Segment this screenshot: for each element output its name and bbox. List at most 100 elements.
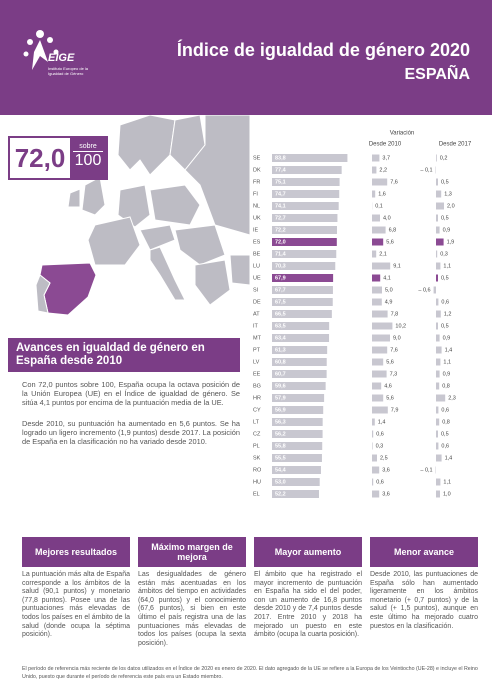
country: LV [253,359,260,365]
change-bar [436,490,440,498]
bar [272,154,348,162]
bar [272,166,342,174]
footer: El período de referencia más reciente de… [22,666,478,680]
country: IT [253,323,259,329]
country: AT [253,311,260,317]
value-label: 72,7 [275,215,286,221]
change-bar [436,358,441,366]
change-label: 2,2 [379,167,387,173]
bar [272,202,339,210]
country: MT [253,335,262,341]
country: NL [253,203,260,209]
change-bar [372,262,391,270]
change-label: 10,2 [395,323,406,329]
column-text: Las desigualdades de género están más ac… [138,571,246,647]
bar [272,310,332,318]
bar [272,226,337,234]
change-label: 9,0 [393,335,401,341]
bar [272,358,327,366]
country: RO [253,467,262,473]
value-label: 53,0 [275,479,286,485]
change-bar [436,250,438,258]
bar [272,274,334,282]
change-bar [436,238,444,246]
change-label: 1,4 [445,455,453,461]
score-value: 72,0 [14,143,66,173]
change-bar [372,334,390,342]
country: EE [253,371,261,377]
value-label: 70,3 [275,263,286,269]
change-label: 1,9 [447,239,455,245]
change-label: – 0,1 [420,467,432,473]
change-label: 4,0 [383,215,391,221]
change-bar [372,322,393,330]
value-label: 54,4 [275,467,287,473]
change-bar [372,370,387,378]
value-label: 74,1 [275,203,286,209]
country: BE [253,251,261,257]
column-title: Menor avance [370,537,478,567]
intro-title: Avances en igualdad de género en España … [8,338,240,372]
change-label: – 0,1 [420,167,432,173]
change-label: 0,8 [442,419,450,425]
value-label: 55,8 [275,443,286,449]
change-label: 4,6 [384,383,392,389]
score-box: 72,0 sobre 100 [8,136,108,180]
change-bar [372,178,388,186]
change-bar [436,154,437,162]
change-bar [372,238,384,246]
change-label: 7,3 [390,371,398,377]
change-bar [372,406,388,414]
value-label: 74,7 [275,191,286,197]
change-label: 0,6 [441,443,449,449]
bar [272,370,327,378]
change-label: 3,7 [382,155,390,161]
country: DK [253,167,261,173]
change-bar [372,382,382,390]
country: SK [253,455,261,461]
change-label: 4,1 [383,275,391,281]
bar [272,418,323,426]
change-label: 0,5 [441,215,449,221]
change-bar [436,406,439,414]
column-text: El ámbito que ha registrado el mayor inc… [254,571,362,639]
value-label: 72,0 [275,239,286,245]
column-heading: Desde 2017 [439,142,472,148]
change-bar [436,478,441,486]
change-label: 4,9 [385,299,393,305]
change-label: 5,6 [386,359,394,365]
change-label: 3,6 [382,467,390,473]
value-label: 56,3 [275,419,286,425]
value-label: 63,5 [275,323,286,329]
change-label: 6,8 [389,227,397,233]
value-label: 67,9 [275,275,286,281]
change-bar [372,418,375,426]
change-label: 0,6 [441,299,449,305]
change-bar [436,418,440,426]
value-label: 56,9 [275,407,286,413]
change-bar [372,442,373,450]
change-label: 0,9 [443,371,451,377]
change-bar [372,478,374,486]
change-bar [372,298,382,306]
column-title: Mayor aumento [254,537,362,567]
bar [272,430,323,438]
change-label: 0,5 [441,323,449,329]
value-label: 55,5 [275,455,286,461]
value-label: 67,5 [275,299,286,305]
bar [272,238,337,246]
value-label: 83,8 [275,155,286,161]
spain [39,262,97,316]
bar [272,478,320,486]
bar [272,322,330,330]
change-bar [372,310,388,318]
change-label: 3,6 [382,491,390,497]
change-bar [436,334,440,342]
change-label: 9,1 [393,263,401,269]
value-label: 66,5 [275,311,286,317]
country: FI [253,191,258,197]
change-bar [436,178,438,186]
change-bar [433,286,436,294]
value-label: 72,2 [275,227,286,233]
bar [272,214,338,222]
